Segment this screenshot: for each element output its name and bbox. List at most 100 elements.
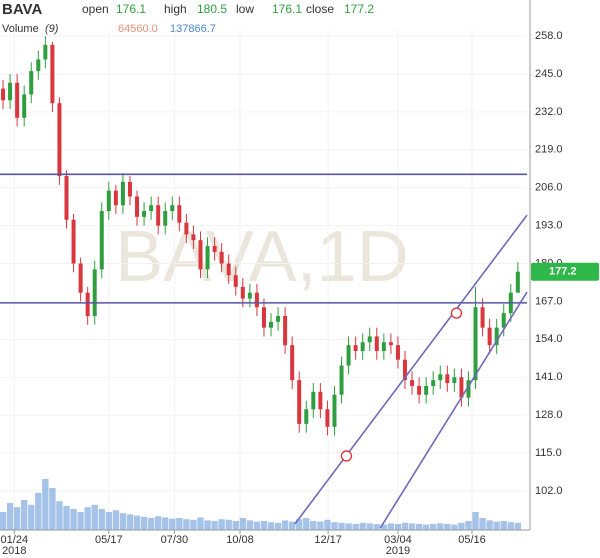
candle-body	[374, 336, 379, 351]
volume-bar	[472, 512, 479, 530]
candle-body	[99, 211, 104, 270]
volume-bar	[232, 521, 239, 530]
candle-body	[487, 327, 492, 346]
volume-bar	[422, 524, 430, 530]
volume-bar	[465, 521, 472, 530]
volume-bar	[6, 503, 14, 530]
candle-body	[247, 292, 252, 299]
y-tick-label: 219.0	[535, 144, 563, 156]
volume-bar	[479, 518, 486, 530]
volume-bar	[373, 524, 380, 530]
volume-bar	[77, 512, 84, 530]
candle-body	[177, 205, 182, 223]
candle-body	[424, 385, 429, 395]
candle-body	[113, 190, 118, 206]
volume-bar	[415, 524, 423, 530]
volume-bar	[133, 515, 141, 530]
candle-body	[233, 275, 238, 287]
year-label: 2018	[2, 545, 26, 557]
volume-bar	[239, 518, 246, 530]
volume-bar	[274, 522, 282, 530]
quote-label: high	[164, 2, 187, 16]
trend-line	[294, 214, 528, 525]
candle-body	[8, 82, 13, 101]
volume-bar	[140, 516, 148, 530]
candle-body	[22, 94, 27, 118]
candle-body	[388, 342, 393, 346]
volume-bar	[56, 501, 63, 530]
candle-body	[127, 181, 132, 197]
candle-body	[431, 380, 436, 386]
volume-bar	[84, 507, 91, 530]
candle-body	[29, 71, 34, 95]
y-tick-label: 128.0	[535, 409, 563, 421]
volume-bar	[253, 521, 261, 530]
volume-bar	[366, 523, 373, 530]
volume-bar	[155, 516, 162, 530]
volume-bar	[380, 524, 388, 530]
volume-bar	[91, 504, 98, 530]
y-tick-label: 167.0	[535, 295, 563, 307]
volume-bar	[303, 518, 310, 530]
volume-bar	[204, 520, 211, 530]
x-tick-label: 03/04	[384, 534, 412, 546]
volume-bar	[21, 500, 28, 530]
volume-bar	[98, 509, 105, 530]
candle-body	[438, 374, 443, 381]
marker	[340, 450, 353, 462]
y-tick-label: 245.0	[535, 68, 563, 80]
candle-body	[297, 380, 302, 424]
volume-bar	[162, 517, 169, 530]
volume-bar	[176, 518, 183, 530]
candle-body	[276, 316, 281, 322]
volume-bar	[486, 520, 493, 530]
candle-body	[106, 190, 111, 212]
volume-bar	[458, 522, 465, 530]
candle-body	[304, 409, 309, 424]
candle-body	[240, 286, 245, 299]
volume-bar	[0, 512, 7, 530]
volume-bar	[147, 518, 155, 530]
quote-label: low	[236, 2, 254, 16]
y-tick-label: 206.0	[535, 182, 563, 194]
candle-body	[261, 307, 266, 328]
volume-stat: 137866.7	[170, 23, 216, 35]
volume-bar	[352, 524, 359, 530]
volume-bar	[338, 522, 345, 530]
candle-body	[50, 44, 55, 104]
volume-bar	[70, 509, 77, 530]
volume-bar	[507, 522, 514, 530]
candle-body	[473, 307, 478, 381]
candle-body	[92, 269, 97, 317]
quote-value: 176.1	[116, 2, 146, 16]
last-price-label: 177.2	[549, 266, 577, 278]
candle-body	[1, 88, 6, 101]
candle-body	[515, 271, 520, 293]
volume-bar	[430, 524, 437, 530]
volume-bar	[49, 488, 56, 530]
candle-body	[212, 246, 217, 252]
candle-body	[135, 196, 140, 217]
volume-bar	[345, 523, 352, 530]
candle-body	[410, 380, 415, 386]
trend-line	[379, 291, 528, 529]
candle-body	[269, 321, 274, 328]
volume-bar	[500, 521, 507, 530]
volume-bar	[296, 519, 303, 530]
candle-body	[325, 409, 330, 427]
candle-body	[480, 307, 485, 328]
candle-body	[459, 377, 464, 398]
candle-body	[494, 327, 499, 346]
candle-body	[318, 391, 323, 410]
volume-bar	[267, 522, 275, 530]
volume-bar	[197, 517, 204, 530]
volume-bar	[359, 522, 366, 530]
volume-bar	[126, 514, 134, 530]
y-tick-label: 141.0	[535, 371, 563, 383]
volume-bar	[387, 523, 395, 530]
x-tick-label: 05/16	[458, 534, 486, 546]
volume-bar	[211, 521, 218, 530]
candle-body	[346, 345, 351, 366]
candle-body	[219, 251, 224, 264]
